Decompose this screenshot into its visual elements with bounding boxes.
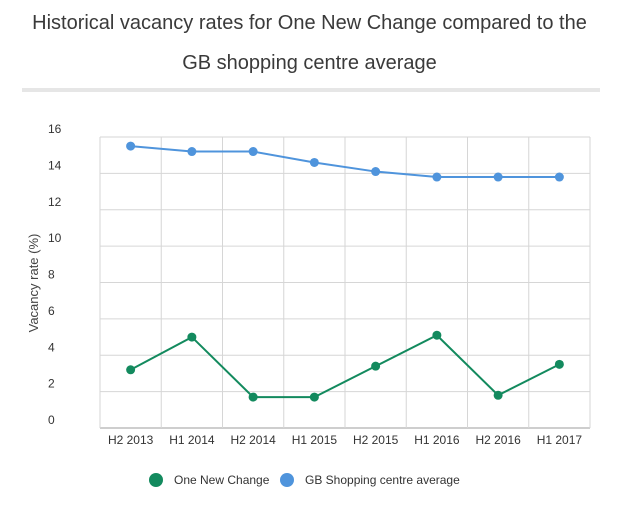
legend-label: GB Shopping centre average xyxy=(305,473,460,487)
x-tick-label: H2 2016 xyxy=(475,433,521,447)
data-point xyxy=(126,141,136,151)
y-tick-label: 6 xyxy=(48,304,55,318)
x-tick-label: H1 2014 xyxy=(169,433,215,447)
x-tick-label: H1 2016 xyxy=(414,433,460,447)
series-line-0 xyxy=(130,334,560,399)
data-point xyxy=(432,172,442,182)
x-tick-label: H2 2014 xyxy=(230,433,276,447)
y-tick-label: 2 xyxy=(48,377,55,391)
data-point xyxy=(126,365,136,375)
data-point xyxy=(432,330,442,340)
x-tick-label: H1 2017 xyxy=(537,433,583,447)
y-tick-label: 0 xyxy=(48,413,55,427)
y-tick-label: 4 xyxy=(48,340,55,354)
y-tick-label: 10 xyxy=(48,231,62,245)
data-point xyxy=(248,392,258,402)
data-point xyxy=(371,361,381,371)
y-axis-title: Vacancy rate (%) xyxy=(26,234,41,333)
legend-marker xyxy=(149,473,163,487)
legend-label: One New Change xyxy=(174,473,270,487)
legend-marker xyxy=(280,473,294,487)
x-tick-label: H2 2015 xyxy=(353,433,399,447)
legend: One New Change GB Shopping centre average xyxy=(149,473,460,487)
data-point xyxy=(554,172,564,182)
data-point xyxy=(248,147,258,157)
y-tick-label: 14 xyxy=(48,158,62,172)
data-point xyxy=(371,167,381,177)
y-tick-label: 16 xyxy=(48,122,62,136)
y-tick-label: 12 xyxy=(48,195,62,209)
data-point xyxy=(554,359,564,369)
gridlines xyxy=(99,136,591,429)
y-tick-label: 8 xyxy=(48,268,55,282)
data-point xyxy=(493,390,503,400)
data-point xyxy=(309,392,319,402)
x-tick-label: H2 2013 xyxy=(108,433,154,447)
data-point xyxy=(309,157,319,167)
series-line-1 xyxy=(130,145,560,179)
title-divider xyxy=(22,88,600,92)
chart-title-line-1: Historical vacancy rates for One New Cha… xyxy=(32,12,587,34)
chart-title-line-2: GB shopping centre average xyxy=(182,52,437,74)
x-tick-labels: H2 2013 H1 2014 H2 2014 H1 2015 H2 2015 H1 20… xyxy=(108,433,582,447)
x-tick-label: H1 2015 xyxy=(292,433,338,447)
series-lines xyxy=(126,141,564,402)
data-point xyxy=(493,172,503,182)
y-tick-labels: 0 2 4 6 8 10 12 14 16 xyxy=(48,122,62,427)
data-point xyxy=(187,332,197,342)
data-point xyxy=(187,147,197,157)
